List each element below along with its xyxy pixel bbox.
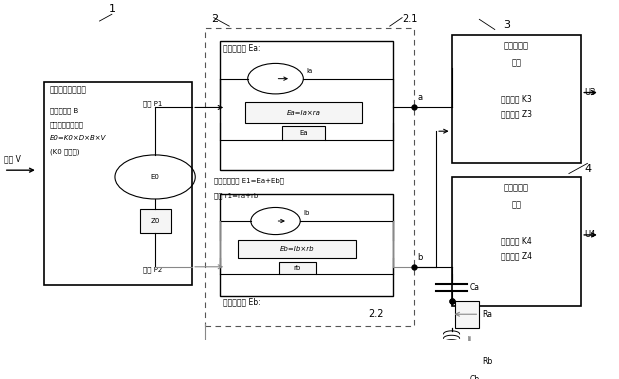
Text: 2: 2 — [210, 14, 218, 24]
Text: 输入内阻 Z3: 输入内阻 Z3 — [501, 109, 532, 118]
Text: Eb=Ib×rb: Eb=Ib×rb — [280, 246, 314, 252]
Text: 在测量电极上有：: 在测量电极上有： — [50, 121, 84, 128]
Text: b: b — [418, 253, 423, 262]
Bar — [204, 28, 415, 326]
Text: 大器: 大器 — [511, 201, 521, 210]
Text: 电极 P2: 电极 P2 — [143, 267, 162, 274]
Text: U3: U3 — [584, 88, 596, 97]
Text: 放大系数 K4: 放大系数 K4 — [501, 236, 532, 245]
Bar — [451, 177, 581, 306]
Text: (K0 为系数): (K0 为系数) — [50, 148, 80, 155]
Text: 1: 1 — [108, 4, 115, 14]
Text: Ca: Ca — [470, 283, 480, 291]
Bar — [44, 82, 192, 285]
Text: 内阻 r1=ra+rb: 内阻 r1=ra+rb — [214, 192, 258, 199]
Text: E0: E0 — [150, 174, 160, 180]
Text: E0=K0×D×B×V: E0=K0×D×B×V — [50, 135, 106, 141]
Text: 电极 P1: 电极 P1 — [143, 101, 162, 107]
Text: 可控激动电势 E1=Ea+Eb，: 可控激动电势 E1=Ea+Eb， — [214, 177, 284, 183]
Text: 甲激动电势 Ea:: 甲激动电势 Ea: — [223, 43, 261, 52]
Bar — [454, 301, 479, 328]
Text: 输入内阻 Z4: 输入内阻 Z4 — [501, 252, 532, 260]
Text: 乙激动电势 Eb:: 乙激动电势 Eb: — [223, 297, 261, 306]
Text: U4: U4 — [584, 230, 595, 240]
Bar — [451, 34, 581, 163]
Text: li: li — [467, 336, 471, 342]
Text: 4: 4 — [584, 164, 592, 174]
Text: Z0: Z0 — [150, 218, 160, 224]
Text: Ea=Ia×ra: Ea=Ia×ra — [287, 110, 320, 116]
Text: 2.1: 2.1 — [402, 14, 418, 24]
Text: 放大系数 K3: 放大系数 K3 — [501, 94, 532, 103]
Text: 2.2: 2.2 — [368, 309, 384, 319]
Bar — [279, 262, 316, 274]
Text: Rb: Rb — [482, 357, 493, 366]
Text: rb: rb — [293, 265, 301, 271]
Text: 流速 V: 流速 V — [4, 154, 20, 163]
Bar — [238, 240, 356, 258]
Bar — [140, 209, 171, 233]
Text: Ea: Ea — [299, 130, 308, 136]
Text: 阻抗信号放: 阻抗信号放 — [504, 184, 529, 193]
Bar — [220, 41, 393, 170]
Text: a: a — [418, 93, 423, 102]
Text: 流量信号放: 流量信号放 — [504, 41, 529, 50]
Text: 3: 3 — [504, 19, 511, 30]
Text: Ia: Ia — [306, 67, 313, 74]
Text: 由激动磁场 B: 由激动磁场 B — [50, 108, 79, 114]
Bar — [282, 126, 325, 140]
Text: Ib: Ib — [303, 210, 310, 216]
Bar — [454, 350, 479, 374]
Text: Ra: Ra — [482, 310, 493, 319]
Text: Cb: Cb — [470, 375, 480, 379]
Text: 大器: 大器 — [511, 58, 521, 67]
Text: 电磁流量传感器：: 电磁流量传感器： — [50, 85, 87, 94]
Bar — [245, 102, 362, 123]
Bar — [220, 194, 393, 296]
